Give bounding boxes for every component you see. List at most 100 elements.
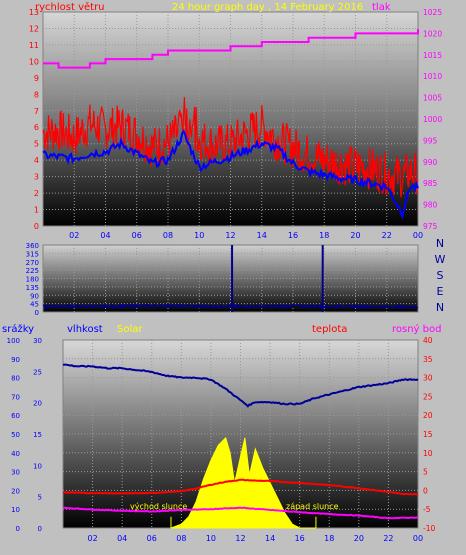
wind-direction-line (42, 302, 419, 311)
wind-speed-tick-8: 8 (34, 90, 39, 99)
pressure-tick-1010: 1010 (423, 72, 442, 81)
dewpoint-line (62, 506, 419, 520)
wind-speed-tick-1: 1 (34, 206, 39, 215)
time-tick-18: 18 (324, 534, 334, 543)
time-tick-06: 06 (132, 231, 142, 240)
rain-tick-100: 100 (7, 337, 20, 345)
sunset-label: západ slunce (286, 502, 339, 511)
humidity-line (62, 363, 419, 408)
rain-axis-title: srážky (2, 323, 34, 335)
humidity-tick-15: 15 (33, 431, 42, 439)
wind-speed-tick-9: 9 (34, 74, 39, 83)
temperature-tick-30: 30 (423, 374, 433, 383)
time-tick-18: 18 (319, 231, 329, 240)
temperature-tick-40: 40 (423, 336, 433, 345)
pressure-tick-1015: 1015 (423, 51, 442, 60)
pressure-tick-1005: 1005 (423, 94, 442, 103)
wind-time-tick-labels: 02 04 06 08 10 12 14 16 18 20 22 00 (69, 231, 423, 240)
time-tick-06: 06 (147, 534, 157, 543)
time-tick-22: 22 (382, 231, 392, 240)
wind-speed-tick-2: 2 (34, 189, 39, 198)
rain-tick-0: 0 (16, 525, 20, 533)
compass-label-N: N (436, 301, 444, 314)
direction-tick-270: 270 (26, 259, 39, 267)
rain-tick-70: 70 (11, 393, 20, 401)
dewpoint-axis-title: rosný bod (392, 323, 441, 335)
direction-tick-45: 45 (30, 301, 39, 309)
pressure-tick-1025: 1025 (423, 8, 442, 17)
time-tick-12: 12 (235, 534, 245, 543)
time-tick-08: 08 (176, 534, 186, 543)
humidity-tick-5: 5 (38, 494, 42, 502)
direction-tick-90: 90 (30, 292, 39, 300)
wind-speed-tick-4: 4 (34, 156, 39, 165)
pressure-line (42, 29, 419, 69)
direction-gridlines (43, 245, 418, 312)
time-tick-20: 20 (354, 534, 364, 543)
wind-pressure-plot-area (42, 11, 419, 227)
time-tick-02: 02 (87, 534, 97, 543)
rain-tick-60: 60 (11, 412, 20, 420)
time-tick-00: 00 (413, 534, 423, 543)
pressure-tick-1020: 1020 (423, 29, 442, 38)
temperature-tick-5: 5 (423, 468, 428, 477)
temperature-tick--10: -10 (423, 524, 435, 533)
humidity-tick-labels: 0 5 10 15 20 25 30 (33, 337, 42, 533)
direction-tick-0: 0 (35, 309, 39, 317)
rain-tick-40: 40 (11, 450, 20, 458)
temperature-time-tick-labels: 02 04 06 08 10 12 14 16 18 20 22 00 (87, 534, 423, 543)
humidity-tick-25: 25 (33, 368, 42, 376)
humidity-axis-title: vlhkost (67, 324, 103, 335)
wind-speed-axis-title: rychlost větru (35, 1, 105, 13)
compass-label-N: N (436, 237, 444, 250)
time-tick-16: 16 (288, 231, 298, 240)
time-tick-22: 22 (383, 534, 393, 543)
rain-tick-10: 10 (11, 506, 20, 514)
time-tick-00: 00 (413, 231, 423, 240)
direction-tick-315: 315 (26, 250, 39, 258)
wind-speed-tick-12: 12 (29, 24, 39, 33)
humidity-tick-30: 30 (33, 337, 42, 345)
temperature-tick-labels: -10 -5 0 5 10 15 20 25 30 35 40 (423, 336, 435, 533)
wind-speed-tick-7: 7 (34, 107, 39, 116)
time-tick-14: 14 (265, 534, 275, 543)
time-tick-10: 10 (194, 231, 204, 240)
time-tick-16: 16 (295, 534, 305, 543)
time-tick-14: 14 (257, 231, 267, 240)
wind-speed-tick-5: 5 (34, 140, 39, 149)
time-tick-20: 20 (350, 231, 360, 240)
time-tick-02: 02 (69, 231, 79, 240)
pressure-tick-975: 975 (423, 222, 438, 231)
time-tick-12: 12 (225, 231, 235, 240)
temperature-series (62, 363, 419, 529)
compass-label-E: E (437, 285, 444, 298)
direction-tick-135: 135 (26, 284, 39, 292)
wind-speed-tick-6: 6 (34, 123, 39, 132)
temperature-line (62, 478, 419, 496)
temperature-tick-25: 25 (423, 392, 433, 401)
time-tick-04: 04 (117, 534, 127, 543)
humidity-tick-0: 0 (38, 525, 42, 533)
humidity-tick-10: 10 (33, 462, 42, 470)
rain-tick-50: 50 (11, 431, 20, 439)
pressure-tick-labels: 975 980 985 990 995 1000 1005 1010 1015 1020 1025 (423, 8, 442, 231)
chart-title: 24 hour graph day , 14 February 2016 (172, 2, 363, 13)
pressure-tick-995: 995 (423, 136, 438, 145)
direction-tick-360: 360 (26, 242, 39, 250)
direction-series (42, 245, 419, 312)
temperature-tick-10: 10 (423, 449, 433, 458)
temperature-tick-35: 35 (423, 355, 433, 364)
pressure-tick-990: 990 (423, 158, 438, 167)
direction-tick-180: 180 (26, 276, 39, 284)
wind-speed-tick-13: 13 (29, 8, 39, 17)
rain-tick-20: 20 (11, 487, 20, 495)
rain-tick-90: 90 (11, 356, 20, 364)
temperature-tick--5: -5 (423, 505, 431, 514)
wind-speed-tick-11: 11 (29, 41, 39, 50)
wind-speed-tick-10: 10 (29, 57, 39, 66)
time-tick-10: 10 (206, 534, 216, 543)
wind-average-line (42, 129, 419, 220)
